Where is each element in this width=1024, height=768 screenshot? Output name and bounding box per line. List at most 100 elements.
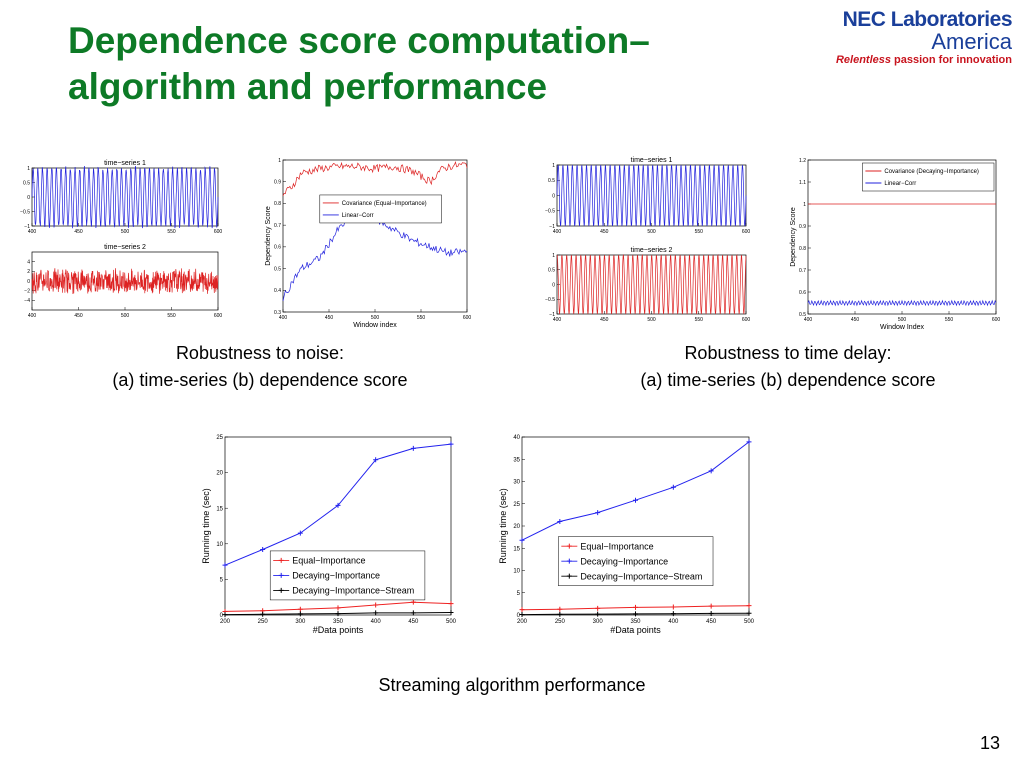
legend-label: Equal−Importance [292, 556, 365, 566]
x-tick-label: 450 [74, 313, 83, 319]
y-tick-label: 10 [216, 542, 223, 548]
legend-label: Decaying−Importance [580, 556, 668, 566]
series-line [31, 268, 219, 295]
x-tick-label: 600 [742, 229, 751, 235]
y-tick-label: −1 [549, 224, 555, 230]
legend-box [269, 550, 426, 601]
x-tick-label: 600 [992, 317, 1001, 323]
legend-marker [278, 572, 284, 578]
legend-marker [278, 557, 284, 563]
x-tick-label: 500 [647, 229, 656, 235]
y-tick-label: 0.5 [548, 178, 555, 184]
legend-label: Linear−Corr [342, 213, 374, 219]
data-point [373, 602, 379, 608]
y-tick-label: −0.5 [20, 209, 30, 215]
delay-ts2-chart: 400 450 500 550 600 1 0.5 0 −0.5 −1 time−series 2 [545, 247, 750, 323]
x-tick-label: 400 [371, 619, 382, 625]
x-tick-label: 350 [333, 619, 344, 625]
x-axis-label: #Data points [610, 625, 661, 635]
y-tick-label: 0.5 [799, 312, 806, 318]
data-point [448, 610, 454, 616]
perf-right-chart: 200 250 300 350 400 450 500 0 5 10 15 20 25 30 35 40 #Da… [498, 435, 755, 635]
x-tick-label: 400 [804, 317, 813, 323]
data-point [557, 611, 563, 617]
x-tick-label: 400 [553, 229, 562, 235]
caption-noise-line-2: (a) time-series (b) dependence score [112, 370, 408, 390]
y-tick-label: 2 [27, 269, 30, 275]
x-tick-label: 250 [555, 619, 566, 625]
y-tick-label: 1.1 [799, 180, 806, 186]
y-tick-label: −0.5 [545, 209, 555, 215]
data-point [335, 605, 341, 611]
x-tick-label: 450 [706, 619, 717, 625]
y-tick-label: 0 [27, 279, 30, 285]
y-tick-label: 0 [27, 195, 30, 201]
legend-label: Decaying−Importance−Stream [292, 586, 414, 596]
data-point [595, 605, 601, 611]
y-tick-label: 5 [517, 591, 521, 597]
x-tick-label: 550 [167, 313, 176, 319]
x-tick-label: 500 [744, 619, 755, 625]
logo-tagline-italic: Relentless [835, 54, 891, 66]
y-tick-label: −4 [24, 298, 30, 304]
x-tick-label: 500 [647, 317, 656, 323]
x-tick-label: 600 [214, 313, 223, 319]
x-tick-label: 550 [945, 317, 954, 323]
caption-noise-line-1: Robustness to noise: [175, 343, 345, 363]
plot-frame [556, 254, 747, 315]
data-point [633, 611, 638, 617]
y-tick-label: 0.3 [274, 310, 281, 316]
caption-noise: Robustness to noise: (a) time-series (b)… [40, 340, 480, 394]
series-line [556, 165, 747, 226]
data-point [222, 612, 228, 618]
data-point [670, 611, 676, 617]
logo-line-2: America [931, 29, 1012, 54]
series-line [31, 165, 219, 229]
legend-marker [566, 558, 572, 564]
x-tick-label: 450 [600, 317, 609, 323]
x-tick-label: 400 [28, 229, 37, 235]
caption-streaming: Streaming algorithm performance [262, 672, 762, 699]
x-tick-label: 400 [668, 619, 679, 625]
y-tick-label: 25 [216, 435, 223, 441]
y-axis-label: Dependency Score [790, 207, 797, 267]
title-line-1: Dependence score computation– [68, 20, 650, 61]
y-axis-label: Dependency Score [265, 206, 272, 266]
x-tick-label: 550 [167, 229, 176, 235]
y-tick-label: 1 [803, 202, 806, 208]
y-tick-label: 15 [216, 506, 223, 512]
y-tick-label: 20 [513, 524, 520, 530]
x-tick-label: 350 [630, 619, 641, 625]
title-line-2: algorithm and performance [68, 66, 548, 107]
y-axis-label: Running time (sec) [201, 488, 211, 564]
y-tick-label: −1 [24, 224, 30, 230]
x-tick-label: 400 [553, 317, 562, 323]
y-tick-label: 0.5 [274, 266, 281, 272]
y-tick-label: 15 [513, 546, 520, 552]
data-point [222, 562, 228, 568]
y-tick-label: 0.9 [799, 224, 806, 230]
plot-frame [282, 159, 468, 313]
y-tick-label: 0.7 [799, 268, 806, 274]
page-number: 13 [979, 733, 1000, 753]
perf-left-chart: 200 250 300 350 400 450 500 0 5 10 15 20 25 #Data poi… [201, 435, 457, 635]
data-point [297, 611, 303, 617]
legend-label: Equal−Importance [580, 541, 653, 551]
legend-label: Decaying−Importance−Stream [580, 571, 702, 581]
y-tick-label: −1 [549, 312, 555, 318]
legend-marker [566, 573, 572, 579]
legend-box [319, 194, 442, 224]
delay-score-chart: 400 450 500 550 600 1.2 1.1 1 0.9 0.8 0.7 0.6 0.5 Win… [790, 158, 1000, 331]
noise-ts1-chart: 400 450 500 550 600 1 0.5 0 −0.5 −1 time−series 1 [20, 160, 222, 235]
y-tick-label: 0.9 [274, 179, 281, 185]
x-tick-label: 450 [600, 229, 609, 235]
y-tick-label: −0.5 [545, 297, 555, 303]
y-axis-label: Running time (sec) [498, 488, 508, 564]
legend-box [862, 162, 995, 192]
x-tick-label: 550 [417, 315, 426, 321]
data-point [746, 610, 752, 616]
chart-title: time−series 2 [104, 244, 146, 251]
y-tick-label: 0.6 [274, 245, 281, 251]
x-tick-label: 600 [742, 317, 751, 323]
y-tick-label: 0 [552, 193, 555, 199]
